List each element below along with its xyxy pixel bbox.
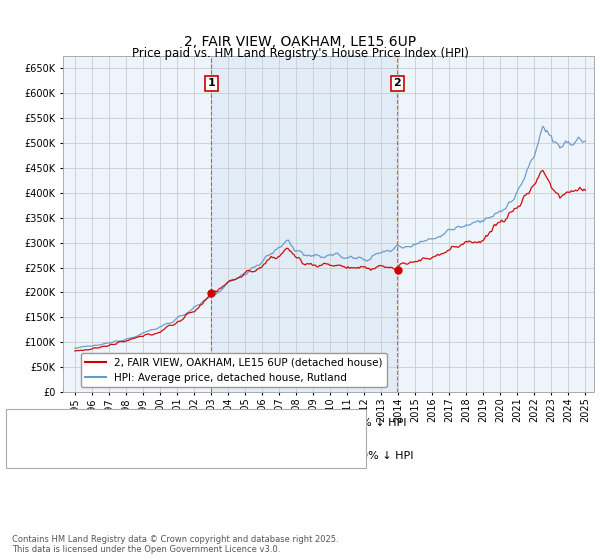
Text: Contains HM Land Registry data © Crown copyright and database right 2025.
This d: Contains HM Land Registry data © Crown c…	[12, 535, 338, 554]
Text: 12-DEC-2013: 12-DEC-2013	[57, 451, 131, 461]
Legend: 2, FAIR VIEW, OAKHAM, LE15 6UP (detached house), HPI: Average price, detached ho: 2, FAIR VIEW, OAKHAM, LE15 6UP (detached…	[81, 353, 387, 387]
Text: 2: 2	[17, 451, 25, 461]
Text: 2: 2	[394, 78, 401, 88]
Text: 1: 1	[17, 418, 25, 428]
Text: 19% ↓ HPI: 19% ↓ HPI	[354, 451, 413, 461]
Text: 8% ↓ HPI: 8% ↓ HPI	[354, 418, 407, 428]
Text: £198,000: £198,000	[234, 418, 287, 428]
Text: 06-JAN-2003: 06-JAN-2003	[57, 418, 127, 428]
Text: £245,000: £245,000	[234, 451, 287, 461]
Text: 2, FAIR VIEW, OAKHAM, LE15 6UP: 2, FAIR VIEW, OAKHAM, LE15 6UP	[184, 35, 416, 49]
Text: 1: 1	[208, 78, 215, 88]
Text: Price paid vs. HM Land Registry's House Price Index (HPI): Price paid vs. HM Land Registry's House …	[131, 46, 469, 60]
Bar	[211, 56, 397, 392]
